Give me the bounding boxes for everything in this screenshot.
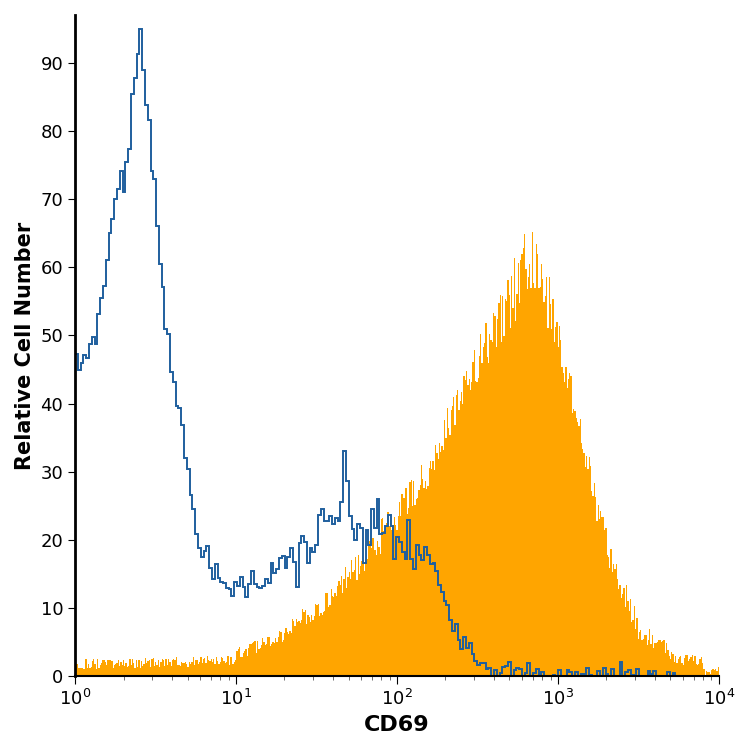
Y-axis label: Relative Cell Number: Relative Cell Number xyxy=(15,221,35,470)
X-axis label: CD69: CD69 xyxy=(364,715,430,735)
